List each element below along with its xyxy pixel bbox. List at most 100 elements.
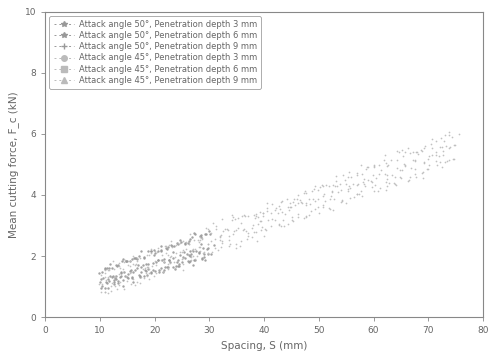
Point (108, 274, 116, 280)
Point (97, 276, 105, 282)
Point (152, 262, 160, 267)
Point (237, 238, 245, 243)
Point (274, 210, 282, 216)
Point (252, 211, 260, 217)
Point (286, 200, 294, 206)
Point (129, 253, 137, 259)
Point (443, 158, 451, 164)
Point (343, 186, 351, 192)
Point (300, 190, 308, 196)
Point (370, 165, 378, 171)
Point (156, 267, 164, 273)
Point (166, 242, 174, 248)
Point (336, 181, 344, 187)
Point (223, 226, 231, 232)
Point (329, 207, 337, 213)
Point (441, 144, 449, 149)
Point (228, 212, 236, 218)
Point (128, 274, 136, 280)
Point (116, 265, 124, 271)
Point (181, 241, 189, 247)
Point (181, 240, 189, 246)
Point (199, 245, 207, 251)
Point (190, 237, 198, 243)
Point (287, 204, 295, 210)
Point (346, 195, 354, 200)
Point (332, 178, 340, 184)
Point (369, 172, 377, 178)
Point (412, 158, 419, 164)
Point (219, 228, 227, 234)
Point (276, 206, 284, 211)
Point (277, 200, 285, 205)
Point (98, 269, 106, 275)
Point (185, 252, 193, 258)
Point (196, 244, 204, 250)
Point (432, 152, 440, 158)
Point (445, 129, 453, 135)
Point (196, 237, 204, 243)
Point (137, 274, 145, 280)
Point (388, 173, 396, 178)
Point (151, 248, 159, 254)
Point (154, 248, 162, 254)
Point (209, 220, 217, 226)
Point (420, 143, 428, 149)
Point (112, 262, 120, 268)
Point (204, 241, 212, 247)
Point (110, 266, 118, 271)
Point (228, 218, 236, 223)
Point (383, 176, 391, 182)
Point (148, 264, 156, 269)
Point (168, 264, 176, 270)
Point (296, 197, 304, 203)
Point (175, 264, 183, 269)
Point (250, 212, 258, 218)
Point (229, 231, 237, 237)
Point (203, 246, 211, 252)
Point (129, 261, 137, 267)
Point (145, 252, 153, 257)
Point (383, 172, 391, 177)
Point (123, 278, 131, 284)
Point (331, 183, 339, 189)
Point (343, 174, 351, 180)
Point (314, 196, 322, 201)
Point (289, 199, 297, 205)
Point (391, 174, 399, 180)
Point (290, 196, 298, 201)
Point (271, 208, 279, 213)
Point (101, 266, 109, 271)
Point (359, 180, 367, 185)
X-axis label: Spacing, S (mm): Spacing, S (mm) (221, 341, 307, 351)
Point (346, 185, 354, 191)
Point (137, 264, 145, 270)
Point (106, 261, 114, 267)
Point (113, 263, 121, 269)
Point (357, 188, 365, 194)
Point (258, 224, 266, 230)
Point (428, 136, 436, 142)
Point (435, 154, 443, 159)
Point (150, 247, 158, 253)
Point (197, 242, 205, 247)
Point (302, 191, 310, 196)
Point (263, 208, 271, 214)
Point (126, 258, 134, 264)
Point (305, 196, 313, 201)
Point (99, 275, 107, 280)
Point (190, 230, 198, 236)
Point (107, 288, 115, 294)
Point (111, 283, 119, 289)
Point (196, 233, 204, 239)
Point (261, 226, 269, 232)
Point (107, 283, 115, 289)
Point (150, 252, 158, 257)
Point (218, 216, 226, 222)
Point (400, 154, 408, 159)
Point (393, 148, 401, 153)
Point (353, 182, 361, 188)
Point (198, 235, 206, 241)
Point (383, 163, 391, 169)
Point (311, 206, 319, 212)
